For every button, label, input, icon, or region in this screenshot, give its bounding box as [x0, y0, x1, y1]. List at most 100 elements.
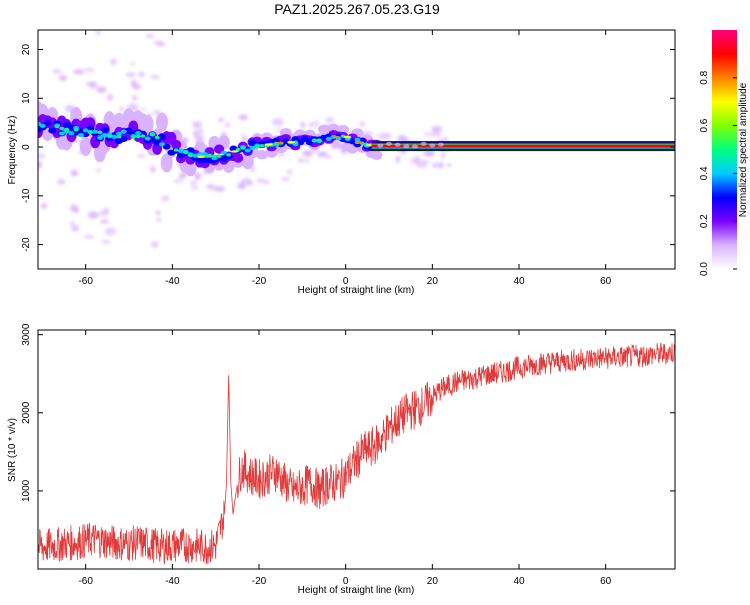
heatmap-cell — [54, 124, 60, 129]
heatmap-speckle — [155, 210, 161, 216]
snr-x-tick-label: 60 — [600, 576, 612, 587]
snr-y-tick-label: 3000 — [21, 323, 32, 346]
heatmap-x-tick-label: -60 — [78, 276, 93, 287]
heatmap-y-label: Frequency (Hz) — [7, 116, 18, 185]
heatmap-speckle — [71, 225, 79, 232]
heatmap-speckle — [326, 155, 333, 159]
heatmap-speckle — [400, 150, 407, 155]
heatmap-cell — [73, 128, 79, 132]
colorbar-tick-label: 0.4 — [699, 166, 710, 180]
heatmap-cell — [256, 149, 269, 160]
heatmap-speckle — [412, 144, 418, 149]
heatmap-x-axis: -60 -40 -20 0 20 40 60 — [78, 30, 612, 287]
heatmap-cell — [241, 154, 254, 170]
heatmap-x-tick-label: 40 — [513, 276, 525, 287]
heatmap-cell — [97, 130, 103, 134]
snr-series-line — [38, 342, 675, 565]
heatmap-speckle — [153, 40, 164, 45]
snr-x-tick-label: 40 — [513, 576, 525, 587]
heatmap-speckle — [256, 178, 265, 183]
heatmap-speckle — [213, 186, 226, 192]
heatmap-speckle — [246, 181, 254, 186]
heatmap-cell — [59, 126, 65, 131]
heatmap-speckle — [138, 71, 145, 78]
heatmap-y-tick-label: 10 — [21, 92, 32, 104]
heatmap-speckle — [96, 86, 107, 93]
heatmap-x-tick-label: -40 — [165, 276, 180, 287]
heatmap-speckle — [69, 221, 75, 226]
heatmap-cell — [207, 153, 213, 157]
heatmap-speckle — [132, 84, 142, 90]
heatmap-cell — [119, 136, 128, 143]
heatmap-cell — [107, 134, 112, 138]
heatmap-speckle — [410, 157, 420, 165]
heatmap-cell — [325, 136, 332, 141]
heatmap-speckle — [192, 121, 202, 129]
heatmap-peak — [196, 155, 205, 159]
heatmap-speckle — [446, 162, 452, 168]
heatmap-cell — [111, 134, 118, 139]
heatmap-speckle — [53, 69, 62, 74]
heatmap-speckle — [308, 122, 314, 127]
heatmap-cell — [173, 148, 179, 152]
heatmap-cell — [120, 129, 127, 134]
heatmap-speckle — [178, 173, 186, 179]
heatmap-cell — [249, 145, 256, 150]
figure-title: PAZ1.2025.267.05.23.G19 — [274, 1, 440, 17]
heatmap-cell — [316, 138, 322, 142]
heatmap-cell — [87, 130, 93, 134]
heatmap-speckle — [59, 75, 67, 81]
heatmap-speckle — [151, 241, 159, 248]
heatmap-cell — [354, 137, 361, 142]
heatmap-cell — [220, 150, 227, 155]
heatmap-cell — [171, 139, 182, 150]
colorbar-tick-label: 0.6 — [699, 118, 710, 132]
heatmap-speckle — [241, 134, 247, 143]
heatmap-speckle — [403, 144, 410, 149]
heatmap-frame — [37, 29, 676, 270]
heatmap-speckle — [396, 135, 407, 143]
heatmap-speckle — [141, 107, 147, 111]
heatmap-cell — [216, 154, 222, 158]
snr-y-axis: 1000 2000 3000 — [21, 323, 675, 502]
heatmap-cell — [148, 135, 157, 142]
heatmap-speckle — [206, 183, 215, 190]
heatmap-speckle — [198, 128, 204, 134]
heatmap-speckle — [305, 158, 310, 163]
snr-x-tick-label: 20 — [427, 576, 439, 587]
heatmap-speckle — [262, 179, 270, 185]
heatmap-speckle — [194, 172, 202, 181]
heatmap-x-label: Height of straight line (km) — [298, 285, 415, 296]
heatmap-cell — [67, 124, 76, 131]
heatmap-cell — [68, 131, 75, 136]
heatmap-speckle — [137, 153, 146, 159]
colorbar-tick-label: 0.0 — [699, 262, 710, 276]
heatmap-cell — [135, 134, 141, 139]
heatmap-cell — [92, 129, 99, 134]
snr-x-tick-label: 0 — [343, 576, 349, 587]
snr-x-tick-label: -40 — [165, 576, 180, 587]
heatmap-cell — [130, 135, 136, 139]
colorbar-gradient — [712, 30, 737, 269]
heatmap-speckle — [218, 117, 224, 123]
snr-x-tick-label: -60 — [78, 576, 93, 587]
heatmap-speckle — [317, 151, 328, 157]
heatmap-peak — [275, 141, 284, 145]
heatmap-speckle — [440, 151, 446, 159]
heatmap-cell — [233, 153, 244, 163]
heatmap-speckle — [394, 142, 401, 147]
heatmap-speckle — [129, 62, 136, 66]
heatmap-cell — [254, 145, 260, 149]
heatmap-y-tick-label: 20 — [21, 44, 32, 56]
heatmap-speckle — [110, 58, 117, 66]
heatmap-speckle — [297, 158, 305, 162]
heatmap-speckle — [395, 155, 400, 163]
heatmap-speckle — [431, 126, 443, 133]
heatmap-cell — [158, 142, 165, 147]
heatmap-cell — [192, 153, 199, 158]
heatmap-cell — [141, 114, 154, 135]
spectrogram-panel: -60 -40 -20 0 20 40 60 -20 -10 0 10 20 Height of s… — [7, 29, 676, 296]
heatmap-speckle — [276, 153, 286, 157]
heatmap-speckle — [70, 169, 79, 177]
heatmap-speckle — [429, 143, 436, 148]
